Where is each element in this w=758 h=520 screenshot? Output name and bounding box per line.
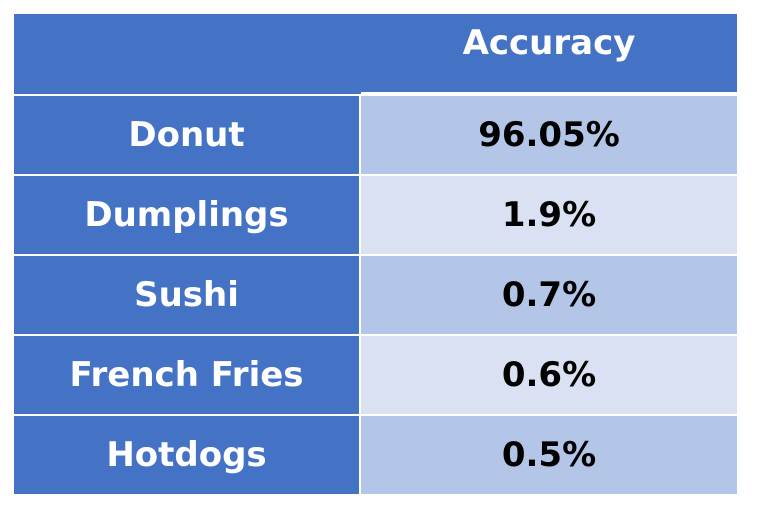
row-label-cell: Hotdogs: [14, 414, 361, 494]
row-value-cell: 0.6%: [361, 334, 737, 414]
row-label-cell: Sushi: [14, 254, 361, 334]
row-label-cell: French Fries: [14, 334, 361, 414]
row-value-cell: 0.5%: [361, 414, 737, 494]
row-value-cell: 0.7%: [361, 254, 737, 334]
row-label-cell: Donut: [14, 94, 361, 174]
row-value-cell: 96.05%: [361, 94, 737, 174]
row-value-cell: 1.9%: [361, 174, 737, 254]
header-accuracy-label: Accuracy: [462, 23, 636, 63]
accuracy-table: Accuracy Donut 96.05% Dumplings 1.9% Sus…: [14, 14, 737, 496]
row-label-cell: Dumplings: [14, 174, 361, 254]
header-label-cell: [14, 14, 361, 94]
header-accuracy-cell: Accuracy: [361, 14, 737, 94]
